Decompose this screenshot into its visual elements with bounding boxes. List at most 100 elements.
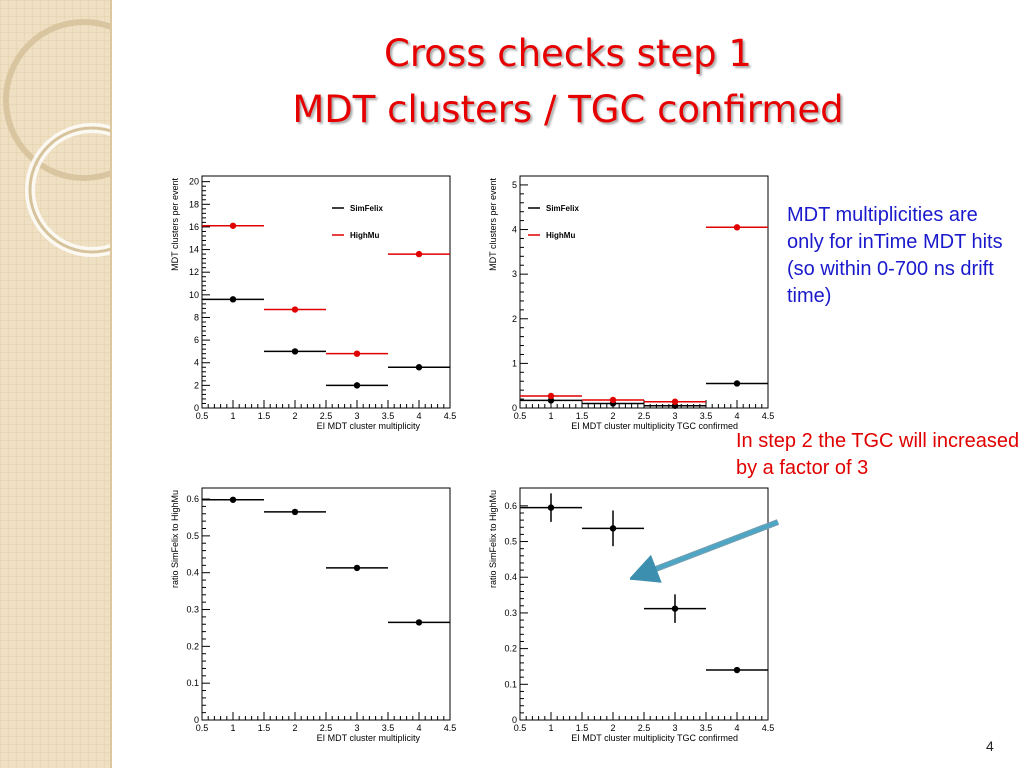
y-tick-label: 20 bbox=[189, 177, 199, 187]
x-axis-label: EI MDT cluster multiplicity bbox=[317, 421, 421, 431]
y-tick-label: 0.6 bbox=[186, 494, 199, 504]
y-tick-label: 14 bbox=[189, 245, 199, 255]
y-tick-label: 1 bbox=[512, 358, 517, 368]
x-tick-label: 1 bbox=[548, 411, 553, 421]
y-axis-label: MDT clusters per event bbox=[170, 178, 180, 271]
x-tick-label: 0.5 bbox=[196, 411, 209, 421]
y-tick-label: 3 bbox=[512, 269, 517, 279]
plot-top-left: 0.5 1 1.5 2 2.5 3 3.5 4 4.5 0 2 4 6 8 10 12 14 16 18 20 EI M… bbox=[160, 168, 460, 431]
y-tick-label: 10 bbox=[189, 290, 199, 300]
data-point bbox=[671, 398, 679, 405]
x-tick-label: 4.5 bbox=[762, 723, 775, 733]
decorative-sidebar bbox=[0, 0, 112, 768]
y-tick-label: 5 bbox=[512, 180, 517, 190]
y-tick-label: 0.5 bbox=[504, 537, 517, 547]
y-axis-label: ratio SimFelix to HighMu bbox=[170, 490, 180, 588]
x-tick-label: 4.5 bbox=[444, 723, 457, 733]
plot-top-right: 0.5 1 1.5 2 2.5 3 3.5 4 4.5 0 1 2 3 4 5 EI MDT cluster … bbox=[478, 168, 778, 431]
x-tick-label: 2 bbox=[610, 723, 615, 733]
x-tick-label: 0.5 bbox=[514, 411, 527, 421]
data-point bbox=[415, 619, 423, 626]
x-tick-label: 1.5 bbox=[576, 411, 589, 421]
x-tick-label: 3 bbox=[354, 723, 359, 733]
note-step2-tgc: In step 2 the TGC will increased by a fa… bbox=[736, 430, 1020, 479]
y-tick-label: 8 bbox=[194, 312, 199, 322]
slide-title-line2: MDT clusters / TGC confirmed bbox=[292, 88, 844, 131]
y-tick-label: 2 bbox=[512, 314, 517, 324]
y-tick-label: 0 bbox=[512, 403, 517, 413]
y-tick-label: 0 bbox=[512, 715, 517, 725]
y-tick-label: 6 bbox=[194, 335, 199, 345]
x-tick-label: 2 bbox=[610, 411, 615, 421]
plot-top-right-svg: 0.5 1 1.5 2 2.5 3 3.5 4 4.5 0 1 2 3 4 5 EI MDT cluster … bbox=[488, 175, 775, 431]
slide-title-line1: Cross checks step 1 bbox=[384, 32, 752, 75]
x-tick-label: 2 bbox=[292, 411, 297, 421]
x-tick-label: 4.5 bbox=[444, 411, 457, 421]
sidebar-pattern bbox=[0, 0, 112, 768]
y-tick-label: 0.4 bbox=[186, 568, 199, 578]
x-tick-label: 4.5 bbox=[762, 411, 775, 421]
data-point bbox=[547, 397, 555, 404]
plot-bottom-right: 0.5 1 1.5 2 2.5 3 3.5 4 4.5 0 0.1 0.2 0.3 0.4 0.5 0.6 EI… bbox=[478, 480, 778, 743]
x-tick-label: 2.5 bbox=[320, 411, 333, 421]
y-tick-label: 0.1 bbox=[504, 679, 517, 689]
note-mdt-multiplicities: MDT multiplicities are only for inTime M… bbox=[787, 204, 1003, 307]
x-tick-label: 2.5 bbox=[638, 411, 651, 421]
x-tick-label: 1 bbox=[230, 411, 235, 421]
y-tick-label: 2 bbox=[194, 380, 199, 390]
data-point bbox=[547, 392, 555, 400]
data-point bbox=[291, 508, 299, 516]
x-tick-label: 3 bbox=[354, 411, 359, 421]
y-tick-label: 0.6 bbox=[504, 501, 517, 511]
x-axis-label: EI MDT cluster multiplicity TGC confirme… bbox=[571, 421, 738, 431]
y-tick-label: 0.3 bbox=[186, 605, 199, 615]
data-point bbox=[291, 306, 299, 313]
x-tick-label: 3 bbox=[672, 411, 677, 421]
y-tick-label: 0.2 bbox=[186, 641, 199, 651]
x-tick-label: 3.5 bbox=[700, 411, 713, 421]
y-tick-label: 0 bbox=[194, 403, 199, 413]
x-tick-label: 4 bbox=[734, 411, 739, 421]
data-point bbox=[733, 380, 741, 387]
x-tick-label: 1 bbox=[230, 723, 235, 733]
data-point bbox=[353, 564, 361, 572]
legend-label: SimFelix bbox=[350, 204, 383, 213]
x-tick-label: 4 bbox=[734, 723, 739, 733]
plot-bottom-right-svg: 0.5 1 1.5 2 2.5 3 3.5 4 4.5 0 0.1 0.2 0.3 0.4 0.5 0.6 EI… bbox=[488, 487, 775, 743]
plot-frame bbox=[519, 175, 769, 409]
x-tick-label: 3.5 bbox=[700, 723, 713, 733]
x-tick-label: 2.5 bbox=[320, 723, 333, 733]
legend-label: HighMu bbox=[350, 231, 379, 240]
data-point bbox=[229, 496, 237, 503]
data-point bbox=[547, 504, 555, 511]
plot-frame bbox=[201, 487, 451, 721]
x-tick-label: 0.5 bbox=[514, 723, 527, 733]
sidebar-edge bbox=[110, 0, 112, 768]
y-tick-label: 0.5 bbox=[186, 531, 199, 541]
x-tick-label: 1.5 bbox=[576, 723, 589, 733]
data-point bbox=[291, 348, 299, 355]
x-tick-label: 3 bbox=[672, 723, 677, 733]
x-axis-label: EI MDT cluster multiplicity bbox=[317, 733, 421, 743]
y-tick-label: 16 bbox=[189, 222, 199, 232]
x-tick-label: 2.5 bbox=[638, 723, 651, 733]
data-point bbox=[415, 250, 423, 258]
data-point bbox=[609, 525, 617, 532]
page-number: 4 bbox=[986, 738, 994, 754]
plot-frame bbox=[201, 175, 451, 409]
y-axis-label: MDT clusters per event bbox=[488, 178, 498, 271]
data-point bbox=[609, 396, 617, 404]
x-axis-label: EI MDT cluster multiplicity TGC confirme… bbox=[571, 733, 738, 743]
y-axis-label: ratio SimFelix to HighMu bbox=[488, 490, 498, 588]
y-tick-label: 0.2 bbox=[504, 644, 517, 654]
y-tick-label: 18 bbox=[189, 199, 199, 209]
x-tick-label: 3.5 bbox=[382, 723, 395, 733]
data-point bbox=[353, 382, 361, 389]
y-tick-label: 0.4 bbox=[504, 572, 517, 582]
plot-top-left-svg: 0.5 1 1.5 2 2.5 3 3.5 4 4.5 0 2 4 6 8 10 12 14 16 18 20 EI M… bbox=[170, 175, 457, 431]
plot-bottom-left: 0.5 1 1.5 2 2.5 3 3.5 4 4.5 0 0.1 0.2 0.3 0.4 0.5 0.6 EI… bbox=[160, 480, 460, 743]
x-tick-label: 4 bbox=[416, 723, 421, 733]
x-tick-label: 2 bbox=[292, 723, 297, 733]
x-tick-label: 1.5 bbox=[258, 411, 271, 421]
y-tick-label: 4 bbox=[194, 358, 199, 368]
